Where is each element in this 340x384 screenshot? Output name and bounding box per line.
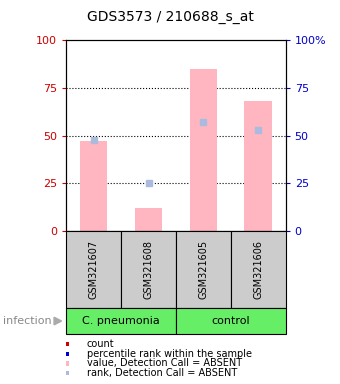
Text: infection: infection bbox=[3, 316, 52, 326]
Text: control: control bbox=[211, 316, 250, 326]
Text: GSM321606: GSM321606 bbox=[253, 240, 263, 299]
Text: GDS3573 / 210688_s_at: GDS3573 / 210688_s_at bbox=[87, 10, 253, 23]
Bar bbox=[80, 141, 107, 231]
Text: GSM321608: GSM321608 bbox=[143, 240, 154, 299]
Text: GSM321607: GSM321607 bbox=[89, 240, 99, 299]
Bar bbox=[190, 69, 217, 231]
Text: GSM321605: GSM321605 bbox=[198, 240, 208, 299]
Bar bbox=[135, 208, 162, 231]
Bar bbox=[244, 101, 272, 231]
Polygon shape bbox=[54, 317, 62, 325]
Text: count: count bbox=[87, 339, 114, 349]
Text: C. pneumonia: C. pneumonia bbox=[82, 316, 160, 326]
Text: rank, Detection Call = ABSENT: rank, Detection Call = ABSENT bbox=[87, 368, 237, 378]
Text: value, Detection Call = ABSENT: value, Detection Call = ABSENT bbox=[87, 359, 242, 369]
Text: percentile rank within the sample: percentile rank within the sample bbox=[87, 349, 252, 359]
